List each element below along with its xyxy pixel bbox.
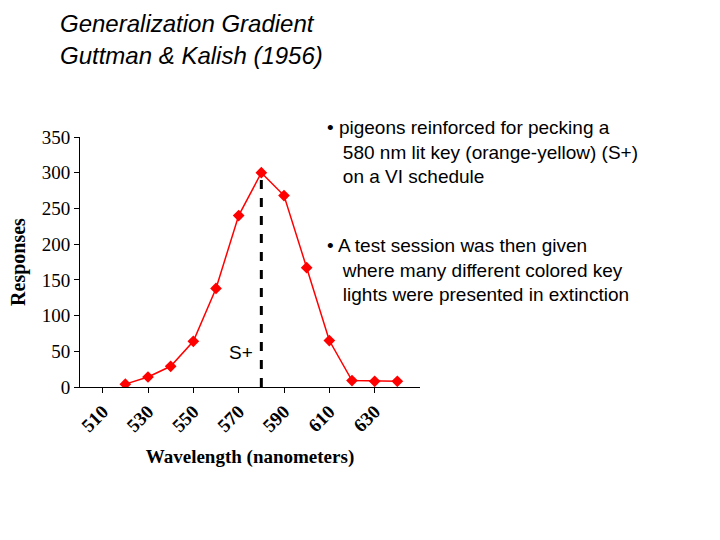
svg-text:300: 300 <box>42 162 71 183</box>
svg-text:200: 200 <box>42 234 71 255</box>
svg-text:630: 630 <box>349 401 384 436</box>
svg-text:100: 100 <box>42 305 71 326</box>
svg-text:Generalization GradientGuttman: Generalization GradientGuttman & Kalish … <box>60 10 323 68</box>
svg-text:550: 550 <box>168 401 203 436</box>
svg-text:Responses: Responses <box>7 218 30 306</box>
svg-text:610: 610 <box>304 401 339 436</box>
svg-text:350: 350 <box>42 127 71 148</box>
svg-text:570: 570 <box>213 401 248 436</box>
svg-text:0: 0 <box>61 377 71 398</box>
svg-text:S+: S+ <box>229 342 253 363</box>
svg-text:510: 510 <box>77 401 112 436</box>
svg-text:50: 50 <box>51 341 70 362</box>
svg-text:590: 590 <box>259 401 294 436</box>
svg-text:Wavelength (nanometers): Wavelength (nanometers) <box>146 446 354 468</box>
svg-text:530: 530 <box>123 401 158 436</box>
svg-text:• pigeons reinforced for pecki: • pigeons reinforced for pecking a 580 n… <box>327 117 638 187</box>
svg-text:• A test session was then give: • A test session was then given where ma… <box>327 235 629 305</box>
svg-text:150: 150 <box>42 270 71 291</box>
svg-text:250: 250 <box>42 198 71 219</box>
